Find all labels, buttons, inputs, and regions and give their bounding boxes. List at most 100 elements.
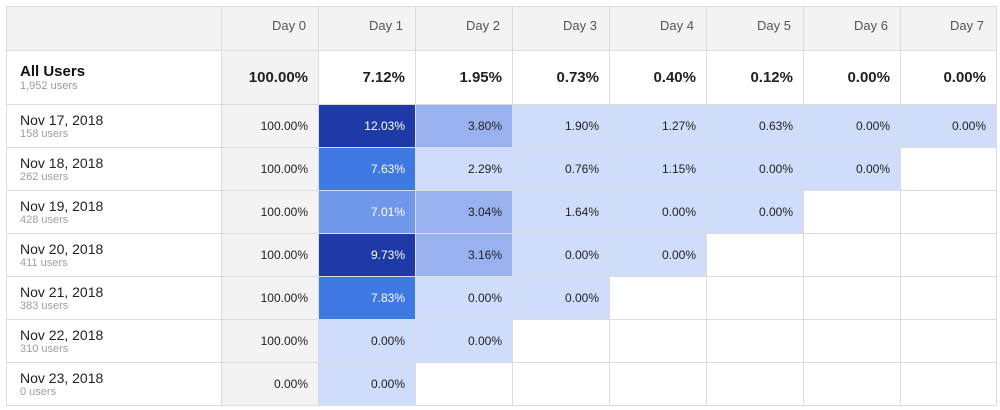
retention-cell-day-4 <box>609 276 707 320</box>
retention-cell-day-5 <box>706 362 804 406</box>
retention-cell-day-0: 100.00% <box>221 319 319 363</box>
cohort-label-cell: Nov 20, 2018 411 users <box>6 233 222 277</box>
cohort-row: Nov 19, 2018 428 users 100.00% 7.01% 3.04% 1.… <box>6 190 997 234</box>
all-users-day-3: 0.73% <box>512 50 610 105</box>
retention-cell-day-7 <box>900 319 997 363</box>
retention-cell-day-3: 0.76% <box>512 147 610 191</box>
retention-cell-day-5: 0.00% <box>706 190 804 234</box>
retention-cell-day-6 <box>803 362 901 406</box>
retention-cell-day-7 <box>900 147 997 191</box>
retention-cell-day-7 <box>900 190 997 234</box>
cohort-date: Nov 19, 2018 <box>20 197 104 214</box>
column-header-day-3: Day 3 <box>512 6 610 51</box>
retention-cell-day-1: 0.00% <box>318 362 416 406</box>
cohort-user-count: 0 users <box>20 385 57 398</box>
retention-cell-day-5 <box>706 319 804 363</box>
cohort-user-count: 158 users <box>20 127 69 140</box>
cohort-date: Nov 21, 2018 <box>20 283 104 300</box>
retention-cell-day-6: 0.00% <box>803 104 901 148</box>
cohort-label-cell: Nov 17, 2018 158 users <box>6 104 222 148</box>
retention-cell-day-2: 0.00% <box>415 276 513 320</box>
cohort-user-count: 383 users <box>20 299 69 312</box>
cohort-date: Nov 18, 2018 <box>20 154 104 171</box>
cohort-label-cell: Nov 19, 2018 428 users <box>6 190 222 234</box>
all-users-day-4: 0.40% <box>609 50 707 105</box>
corner-cell <box>6 6 222 51</box>
retention-cell-day-2: 3.04% <box>415 190 513 234</box>
all-users-day-5: 0.12% <box>706 50 804 105</box>
retention-cell-day-1: 7.01% <box>318 190 416 234</box>
retention-cell-day-2: 0.00% <box>415 319 513 363</box>
retention-cell-day-6: 0.00% <box>803 147 901 191</box>
cohort-row: Nov 20, 2018 411 users 100.00% 9.73% 3.16% 0.… <box>6 233 997 277</box>
header-row: Day 0 Day 1 Day 2 Day 3 Day 4 Day 5 Day … <box>6 6 997 51</box>
all-users-day-7: 0.00% <box>900 50 997 105</box>
retention-cell-day-1: 7.63% <box>318 147 416 191</box>
retention-cell-day-1: 7.83% <box>318 276 416 320</box>
retention-cell-day-6 <box>803 233 901 277</box>
cohort-table: Day 0 Day 1 Day 2 Day 3 Day 4 Day 5 Day … <box>6 6 997 406</box>
retention-cell-day-7 <box>900 276 997 320</box>
retention-cell-day-0: 100.00% <box>221 233 319 277</box>
retention-cell-day-5 <box>706 276 804 320</box>
retention-cell-day-7 <box>900 233 997 277</box>
retention-cell-day-0: 100.00% <box>221 190 319 234</box>
retention-cell-day-6 <box>803 276 901 320</box>
retention-cell-day-1: 12.03% <box>318 104 416 148</box>
all-users-title: All Users <box>20 62 86 80</box>
all-users-label-cell: All Users 1,952 users <box>6 50 222 105</box>
retention-cell-day-2 <box>415 362 513 406</box>
cohort-label-cell: Nov 21, 2018 383 users <box>6 276 222 320</box>
column-header-day-0: Day 0 <box>221 6 319 51</box>
all-users-day-6: 0.00% <box>803 50 901 105</box>
retention-cell-day-4: 1.27% <box>609 104 707 148</box>
retention-cell-day-4 <box>609 362 707 406</box>
cohort-label-cell: Nov 23, 2018 0 users <box>6 362 222 406</box>
retention-cell-day-3: 1.64% <box>512 190 610 234</box>
all-users-day-1: 7.12% <box>318 50 416 105</box>
cohort-row: Nov 17, 2018 158 users 100.00% 12.03% 3.80% 1… <box>6 104 997 148</box>
cohort-date: Nov 23, 2018 <box>20 369 104 386</box>
cohort-user-count: 411 users <box>20 256 68 269</box>
retention-cell-day-3 <box>512 319 610 363</box>
retention-cell-day-5: 0.63% <box>706 104 804 148</box>
retention-cell-day-4: 1.15% <box>609 147 707 191</box>
cohort-date: Nov 20, 2018 <box>20 240 104 257</box>
column-header-day-1: Day 1 <box>318 6 416 51</box>
retention-cell-day-2: 3.16% <box>415 233 513 277</box>
cohort-row: Nov 22, 2018 310 users 100.00% 0.00% 0.00% <box>6 319 997 363</box>
column-header-day-2: Day 2 <box>415 6 513 51</box>
all-users-row: All Users 1,952 users 100.00% 7.12% 1.95… <box>6 50 997 105</box>
retention-cell-day-4: 0.00% <box>609 190 707 234</box>
cohort-label-cell: Nov 22, 2018 310 users <box>6 319 222 363</box>
column-header-day-7: Day 7 <box>900 6 997 51</box>
cohort-date: Nov 22, 2018 <box>20 326 104 343</box>
retention-cell-day-3: 0.00% <box>512 233 610 277</box>
all-users-day-0: 100.00% <box>221 50 319 105</box>
retention-cell-day-6 <box>803 319 901 363</box>
all-users-count: 1,952 users <box>20 79 78 92</box>
cohort-row: Nov 21, 2018 383 users 100.00% 7.83% 0.00% 0.… <box>6 276 997 320</box>
retention-cell-day-1: 0.00% <box>318 319 416 363</box>
retention-cell-day-7: 0.00% <box>900 104 997 148</box>
retention-cell-day-0: 100.00% <box>221 147 319 191</box>
cohort-row: Nov 23, 2018 0 users 0.00% 0.00% <box>6 362 997 406</box>
retention-cell-day-4: 0.00% <box>609 233 707 277</box>
cohort-date: Nov 17, 2018 <box>20 111 104 128</box>
retention-cell-day-2: 3.80% <box>415 104 513 148</box>
retention-cell-day-5 <box>706 233 804 277</box>
retention-cell-day-3: 0.00% <box>512 276 610 320</box>
column-header-day-5: Day 5 <box>706 6 804 51</box>
retention-cell-day-4 <box>609 319 707 363</box>
retention-cell-day-0: 100.00% <box>221 276 319 320</box>
cohort-user-count: 310 users <box>20 342 69 355</box>
cohort-user-count: 428 users <box>20 213 69 226</box>
all-users-day-2: 1.95% <box>415 50 513 105</box>
column-header-day-4: Day 4 <box>609 6 707 51</box>
retention-cell-day-0: 100.00% <box>221 104 319 148</box>
retention-cell-day-3 <box>512 362 610 406</box>
retention-cell-day-0: 0.00% <box>221 362 319 406</box>
retention-cell-day-6 <box>803 190 901 234</box>
retention-cell-day-5: 0.00% <box>706 147 804 191</box>
cohort-row: Nov 18, 2018 262 users 100.00% 7.63% 2.29% 0.… <box>6 147 997 191</box>
